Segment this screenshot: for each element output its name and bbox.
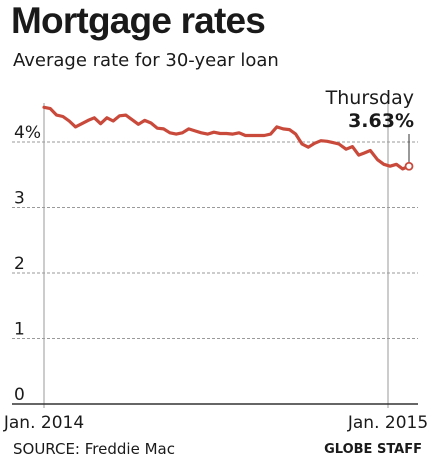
y-tick-label: 0 (14, 385, 25, 405)
annotation-label: Thursday (325, 87, 414, 109)
chart-subtitle: Average rate for 30-year loan (13, 50, 279, 71)
credit-note: GLOBE STAFF (324, 442, 422, 457)
y-tick-label: 1 (14, 320, 25, 340)
annotation-marker (404, 161, 414, 171)
series-layer (42, 105, 411, 171)
annotation-value: 3.63% (348, 110, 414, 132)
y-tick-label: 4% (14, 123, 41, 143)
y-tick-label: 2 (14, 254, 25, 274)
x-tick-label: Jan. 2014 (3, 413, 84, 433)
page-title: Mortgage rates (11, 0, 266, 41)
y-axis-ticks: 0 1 2 3 4% (14, 123, 41, 405)
source-note: SOURCE: Freddie Mac (13, 440, 175, 458)
x-axis: Jan. 2014 Jan. 2015 (3, 403, 428, 433)
y-tick-label: 3 (14, 189, 25, 209)
series-line (42, 105, 411, 171)
gridlines (12, 103, 418, 408)
x-tick-label: Jan. 2015 (347, 413, 428, 433)
